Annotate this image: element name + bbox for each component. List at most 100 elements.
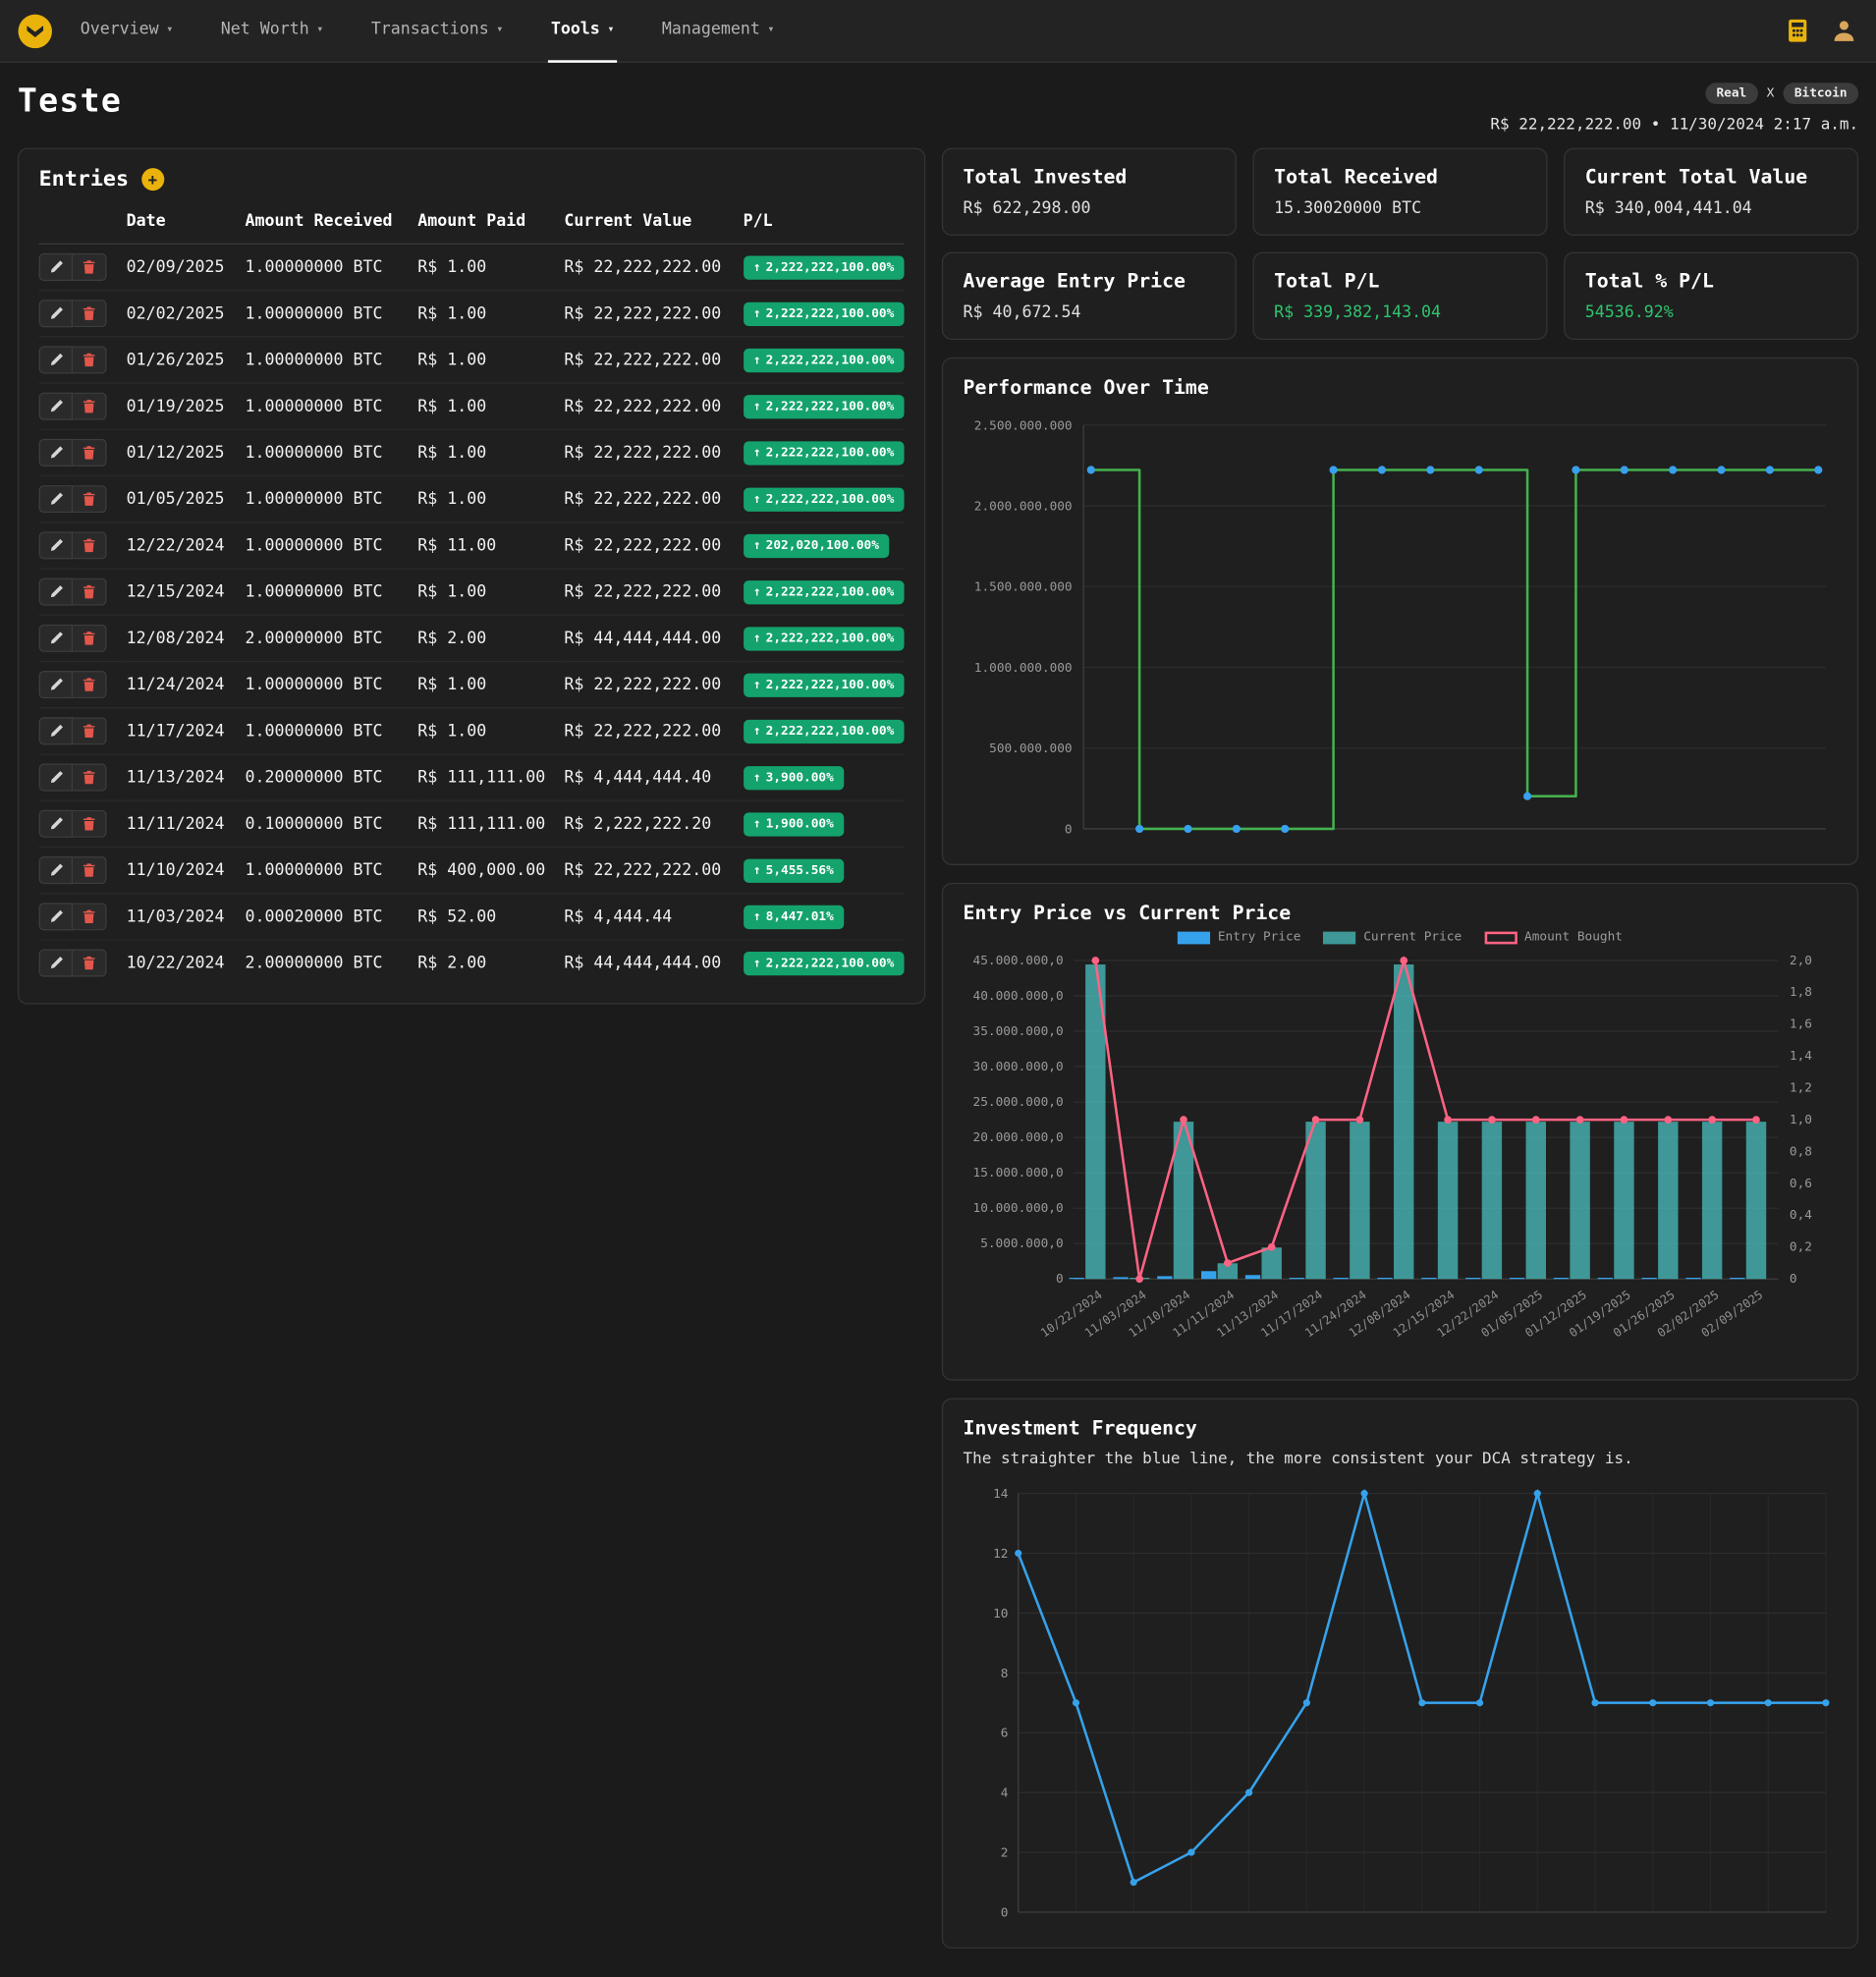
entry-amount-paid: R$ 2.00 <box>417 615 565 663</box>
delete-entry-button[interactable] <box>73 346 107 374</box>
frequency-card: Investment Frequency The straighter the … <box>941 1398 1859 1950</box>
edit-entry-button[interactable] <box>38 346 74 374</box>
delete-entry-button[interactable] <box>73 577 107 606</box>
edit-entry-button[interactable] <box>38 577 74 606</box>
delete-entry-button[interactable] <box>73 671 107 699</box>
table-row: 01/05/2025 1.00000000 BTC R$ 1.00 R$ 22,… <box>38 475 905 523</box>
edit-entry-button[interactable] <box>38 392 74 420</box>
performance-title: Performance Over Time <box>963 376 1209 400</box>
entry-current-value: R$ 22,222,222.00 <box>564 707 744 755</box>
svg-text:0,2: 0,2 <box>1790 1240 1812 1255</box>
up-arrow-icon: ↑ <box>752 445 761 460</box>
pl-badge: ↑ 2,222,222,100.00% <box>743 440 905 466</box>
delete-entry-button[interactable] <box>73 809 107 838</box>
delete-entry-button[interactable] <box>73 856 107 885</box>
legend-item-current-price[interactable]: Current Price <box>1323 930 1462 944</box>
edit-entry-button[interactable] <box>38 809 74 838</box>
svg-text:0,8: 0,8 <box>1790 1144 1812 1159</box>
svg-text:2: 2 <box>1001 1846 1009 1861</box>
entry-amount-paid: R$ 52.00 <box>417 893 565 941</box>
svg-text:500.000.000: 500.000.000 <box>989 741 1072 756</box>
calculator-icon <box>1789 19 1807 42</box>
legend-swatch <box>1484 930 1517 944</box>
chevron-down-icon: ▾ <box>607 23 615 36</box>
edit-entry-button[interactable] <box>38 763 74 792</box>
entry-date: 01/12/2025 <box>126 429 246 477</box>
page-header: Teste Real X Bitcoin R$ 22,222,222.00 • … <box>0 63 1876 145</box>
pl-badge: ↑ 2,222,222,100.00% <box>743 348 905 372</box>
stat-label: Total % P/L <box>1584 269 1714 293</box>
entry-amount-received: 1.00000000 BTC <box>245 336 418 384</box>
delete-entry-button[interactable] <box>73 903 107 931</box>
edit-entry-button[interactable] <box>38 485 74 514</box>
delete-entry-button[interactable] <box>73 531 107 560</box>
svg-text:20.000.000,0: 20.000.000,0 <box>973 1130 1064 1145</box>
delete-entry-button[interactable] <box>73 300 107 328</box>
svg-text:1,6: 1,6 <box>1790 1017 1812 1032</box>
stat-value: 15.30020000 BTC <box>1274 199 1422 219</box>
up-arrow-icon: ↑ <box>752 770 761 785</box>
entry-date: 12/08/2024 <box>126 615 246 663</box>
pencil-icon <box>50 632 63 644</box>
up-arrow-icon: ↑ <box>752 492 761 507</box>
col-pl: P/L <box>743 201 905 245</box>
delete-entry-button[interactable] <box>73 949 107 977</box>
trash-icon <box>83 863 95 877</box>
entry-current-value: R$ 22,222,222.00 <box>564 847 744 895</box>
pencil-icon <box>50 585 63 598</box>
delete-entry-button[interactable] <box>73 717 107 745</box>
legend-item-amount-bought[interactable]: Amount Bought <box>1484 930 1623 944</box>
nav-item-tools[interactable]: Tools ▾ <box>548 0 617 63</box>
nav-item-net-worth[interactable]: Net Worth ▾ <box>218 0 326 62</box>
edit-entry-button[interactable] <box>38 300 74 328</box>
edit-entry-button[interactable] <box>38 438 74 467</box>
legend-item-entry-price[interactable]: Entry Price <box>1177 930 1300 944</box>
stat-card-total-invested: Total Invested R$ 622,298.00 <box>941 147 1237 237</box>
entry-amount-paid: R$ 1.00 <box>417 336 565 384</box>
entry-amount-received: 1.00000000 BTC <box>245 569 418 616</box>
entries-tbody: 02/09/2025 1.00000000 BTC R$ 1.00 R$ 22,… <box>38 244 905 985</box>
pl-value: 5,455.56% <box>765 863 834 878</box>
nav-item-overview[interactable]: Overview ▾ <box>78 0 176 62</box>
delete-entry-button[interactable] <box>73 438 107 467</box>
svg-text:10: 10 <box>993 1607 1008 1621</box>
nav-item-transactions[interactable]: Transactions ▾ <box>368 0 506 62</box>
stat-card-total-p-l: Total % P/L 54536.92% <box>1564 251 1859 340</box>
col-current-value: Current Value <box>564 201 744 245</box>
delete-entry-button[interactable] <box>73 763 107 792</box>
add-entry-button[interactable]: + <box>140 168 164 192</box>
edit-entry-button[interactable] <box>38 717 74 745</box>
calculator-button[interactable] <box>1784 17 1812 45</box>
svg-text:1,2: 1,2 <box>1790 1081 1812 1096</box>
delete-entry-button[interactable] <box>73 392 107 420</box>
entry-amount-received: 1.00000000 BTC <box>245 475 418 523</box>
delete-entry-button[interactable] <box>73 252 107 281</box>
edit-entry-button[interactable] <box>38 624 74 652</box>
entry-amount-received: 0.10000000 BTC <box>245 800 418 849</box>
stat-label: Total Received <box>1274 165 1438 189</box>
trash-icon <box>83 399 95 413</box>
stat-card-total-p-l: Total P/L R$ 339,382,143.04 <box>1252 251 1548 340</box>
edit-entry-button[interactable] <box>38 903 74 931</box>
app-logo[interactable] <box>18 13 53 48</box>
edit-entry-button[interactable] <box>38 252 74 281</box>
pl-badge: ↑ 3,900.00% <box>743 765 845 790</box>
delete-entry-button[interactable] <box>73 624 107 652</box>
pl-value: 2,222,222,100.00% <box>765 492 895 507</box>
delete-entry-button[interactable] <box>73 485 107 514</box>
entry-current-value: R$ 22,222,222.00 <box>564 383 744 430</box>
edit-entry-button[interactable] <box>38 949 74 977</box>
edit-entry-button[interactable] <box>38 531 74 560</box>
edit-entry-button[interactable] <box>38 856 74 885</box>
trash-icon <box>83 538 95 553</box>
trash-icon <box>83 724 95 739</box>
profile-button[interactable] <box>1830 17 1858 45</box>
edit-entry-button[interactable] <box>38 671 74 699</box>
nav-item-management[interactable]: Management ▾ <box>659 0 777 62</box>
page-title: Teste <box>17 82 123 121</box>
nav-item-label: Net Worth <box>220 20 309 39</box>
legend-swatch <box>1177 930 1211 944</box>
table-row: 01/26/2025 1.00000000 BTC R$ 1.00 R$ 22,… <box>38 336 905 384</box>
pl-value: 202,020,100.00% <box>765 538 879 553</box>
entry-date: 02/09/2025 <box>126 244 246 292</box>
